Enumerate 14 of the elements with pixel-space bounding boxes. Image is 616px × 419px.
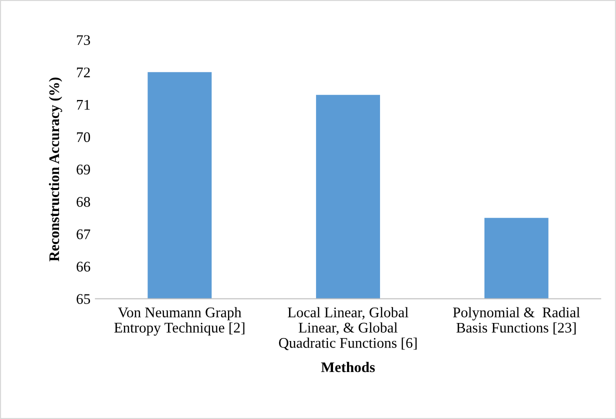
y-tick-label: 71: [76, 100, 90, 110]
x-axis-title: Methods: [321, 362, 375, 372]
y-tick-label: 73: [76, 35, 90, 46]
y-axis-title: Reconstruction Accuracy (%): [48, 78, 62, 262]
y-tick-label: 70: [76, 132, 90, 142]
x-tick-label: Von Neumann Graph Entropy Technique [2]: [114, 307, 244, 336]
x-tick-label: Local Linear, Global Linear, & Global Quadratic Functions [6]: [278, 307, 417, 350]
y-tick-label: 65: [76, 294, 90, 304]
y-tick-label: 72: [76, 68, 90, 78]
y-tick-label: 67: [76, 229, 90, 240]
y-tick-label: 66: [76, 262, 90, 272]
y-tick-label: 68: [76, 197, 90, 207]
y-tick-label: 69: [76, 164, 90, 174]
x-tick-label: Polynomial & Radial Basis Functions [23]: [453, 307, 580, 334]
